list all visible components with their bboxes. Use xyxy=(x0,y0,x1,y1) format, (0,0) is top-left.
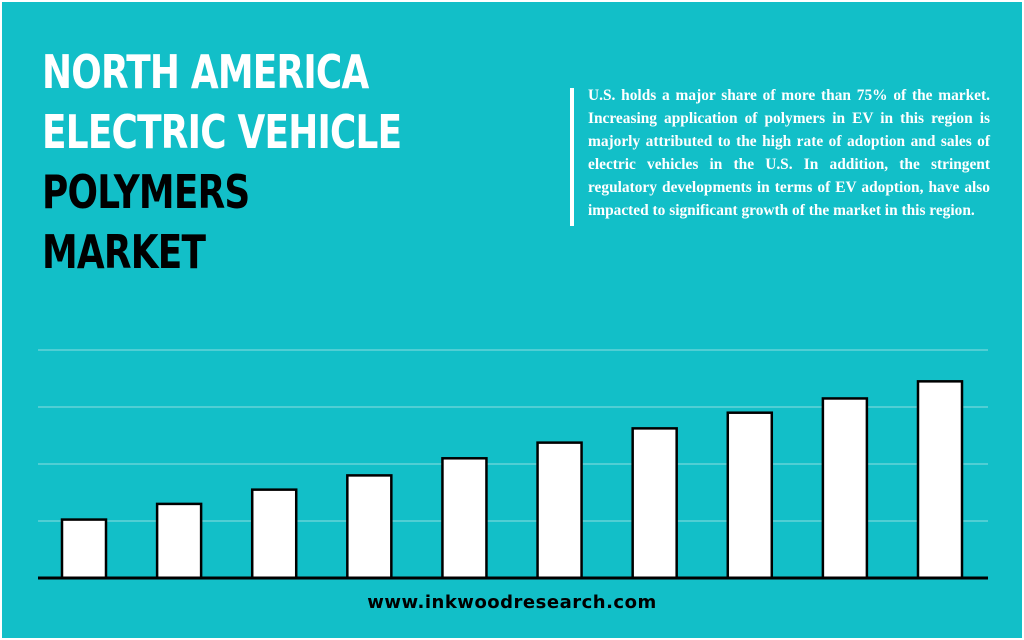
description-accent-bar xyxy=(570,88,574,226)
title-line-2: ELECTRIC VEHICLE xyxy=(42,105,402,159)
title-line-3: POLYMERS xyxy=(42,165,250,219)
bar-5 xyxy=(441,457,488,580)
title-line-1: NORTH AMERICA xyxy=(42,45,369,99)
bar-9 xyxy=(821,397,869,580)
description-text: U.S. holds a major share of more than 75… xyxy=(588,87,990,219)
bar-4 xyxy=(346,474,393,580)
bar-1 xyxy=(60,518,108,580)
footer-website: www.inkwoodresearch.com xyxy=(367,592,657,613)
page-title: NORTH AMERICA ELECTRIC VEHICLE POLYMERS … xyxy=(42,42,402,282)
bar-2 xyxy=(155,502,203,580)
bar-7 xyxy=(631,427,678,580)
title-line-4: MARKET xyxy=(42,225,206,279)
bar-3 xyxy=(250,488,298,580)
bar-10 xyxy=(916,380,964,580)
bar-6 xyxy=(536,441,583,580)
bar-8 xyxy=(726,411,774,580)
bars xyxy=(60,380,964,580)
